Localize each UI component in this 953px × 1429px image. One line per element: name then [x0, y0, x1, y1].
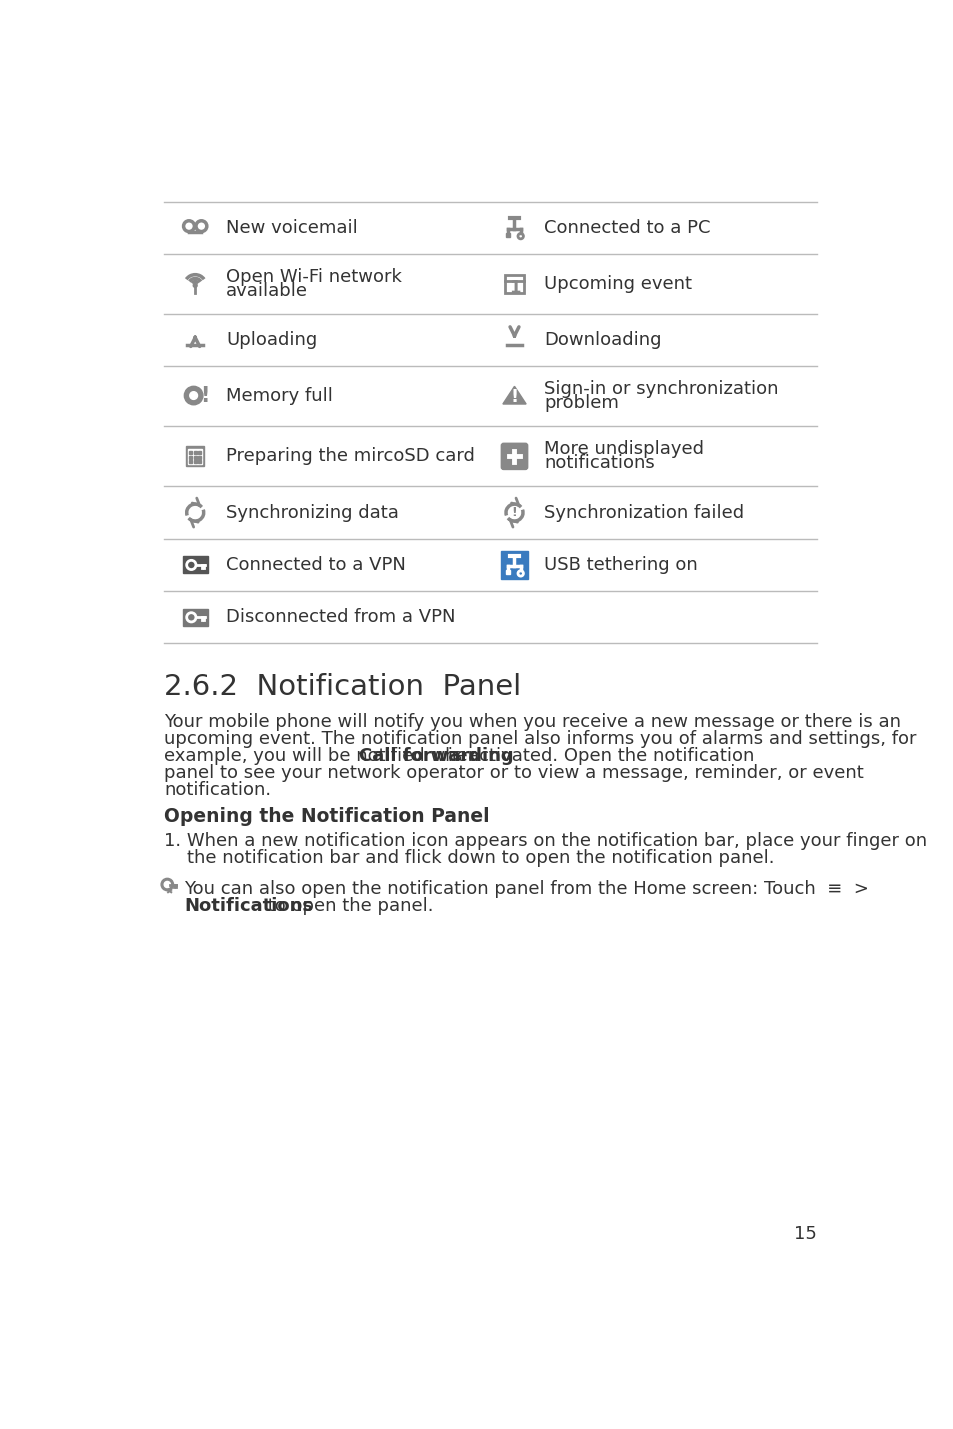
- Text: !: !: [510, 389, 518, 406]
- Bar: [183, 556, 208, 573]
- Text: Connected to a VPN: Connected to a VPN: [226, 556, 406, 574]
- Text: New voicemail: New voicemail: [226, 219, 357, 237]
- Text: Open Wi-Fi network: Open Wi-Fi network: [226, 269, 401, 286]
- Text: 2.6.2  Notification  Panel: 2.6.2 Notification Panel: [164, 673, 521, 700]
- Text: available: available: [226, 282, 308, 300]
- Bar: [198, 452, 201, 454]
- Text: problem: problem: [543, 394, 618, 412]
- Bar: [189, 456, 192, 459]
- Circle shape: [184, 386, 203, 404]
- Bar: [189, 460, 192, 463]
- Text: Upcoming event: Upcoming event: [543, 274, 691, 293]
- Text: notification.: notification.: [164, 780, 271, 799]
- Text: notifications: notifications: [543, 454, 654, 473]
- Circle shape: [161, 879, 173, 890]
- Text: Call forwarding: Call forwarding: [358, 747, 513, 765]
- Bar: [189, 452, 192, 454]
- Circle shape: [190, 392, 197, 399]
- Bar: [198, 456, 201, 459]
- Text: Sign-in or synchronization: Sign-in or synchronization: [543, 380, 778, 399]
- Bar: [500, 552, 528, 579]
- Bar: [193, 460, 196, 463]
- Text: example, you will be notified when: example, you will be notified when: [164, 747, 484, 765]
- Bar: [193, 456, 196, 459]
- Text: Notifications: Notifications: [184, 897, 313, 915]
- FancyBboxPatch shape: [500, 443, 527, 470]
- Text: Opening the Notification Panel: Opening the Notification Panel: [164, 807, 489, 826]
- Text: 15: 15: [793, 1225, 816, 1243]
- Text: Synchronization failed: Synchronization failed: [543, 503, 743, 522]
- Text: Memory full: Memory full: [226, 387, 333, 406]
- Text: the notification bar and flick down to open the notification panel.: the notification bar and flick down to o…: [164, 849, 774, 867]
- Text: !: !: [511, 506, 517, 519]
- Text: You can also open the notification panel from the Home screen: Touch  ≡  >: You can also open the notification panel…: [184, 880, 868, 897]
- Bar: [505, 233, 509, 237]
- Bar: [198, 460, 201, 463]
- Text: Connected to a PC: Connected to a PC: [543, 219, 710, 237]
- Text: panel to see your network operator or to view a message, reminder, or event: panel to see your network operator or to…: [164, 763, 863, 782]
- Circle shape: [193, 283, 197, 287]
- Bar: [183, 609, 208, 626]
- Text: Downloading: Downloading: [543, 332, 660, 349]
- Text: Disconnected from a VPN: Disconnected from a VPN: [226, 609, 456, 626]
- Text: 1: 1: [508, 279, 519, 297]
- Text: Uploading: Uploading: [226, 332, 317, 349]
- Bar: [188, 449, 202, 464]
- Bar: [505, 570, 509, 574]
- Text: Synchronizing data: Synchronizing data: [226, 503, 398, 522]
- Text: !: !: [199, 386, 209, 406]
- Text: Preparing the mircoSD card: Preparing the mircoSD card: [226, 447, 475, 466]
- Text: More undisplayed: More undisplayed: [543, 440, 703, 459]
- Text: Your mobile phone will notify you when you receive a new message or there is an: Your mobile phone will notify you when y…: [164, 713, 901, 730]
- Text: 1. When a new notification icon appears on the notification bar, place your fing: 1. When a new notification icon appears …: [164, 832, 926, 850]
- Text: upcoming event. The notification panel also informs you of alarms and settings, : upcoming event. The notification panel a…: [164, 730, 916, 747]
- Text: USB tethering on: USB tethering on: [543, 556, 697, 574]
- Text: is activated. Open the notification: is activated. Open the notification: [442, 747, 754, 765]
- Circle shape: [164, 882, 171, 887]
- Bar: [186, 446, 204, 466]
- Bar: [505, 274, 523, 293]
- Polygon shape: [502, 386, 525, 404]
- Bar: [193, 452, 196, 454]
- Text: to open the panel.: to open the panel.: [261, 897, 433, 915]
